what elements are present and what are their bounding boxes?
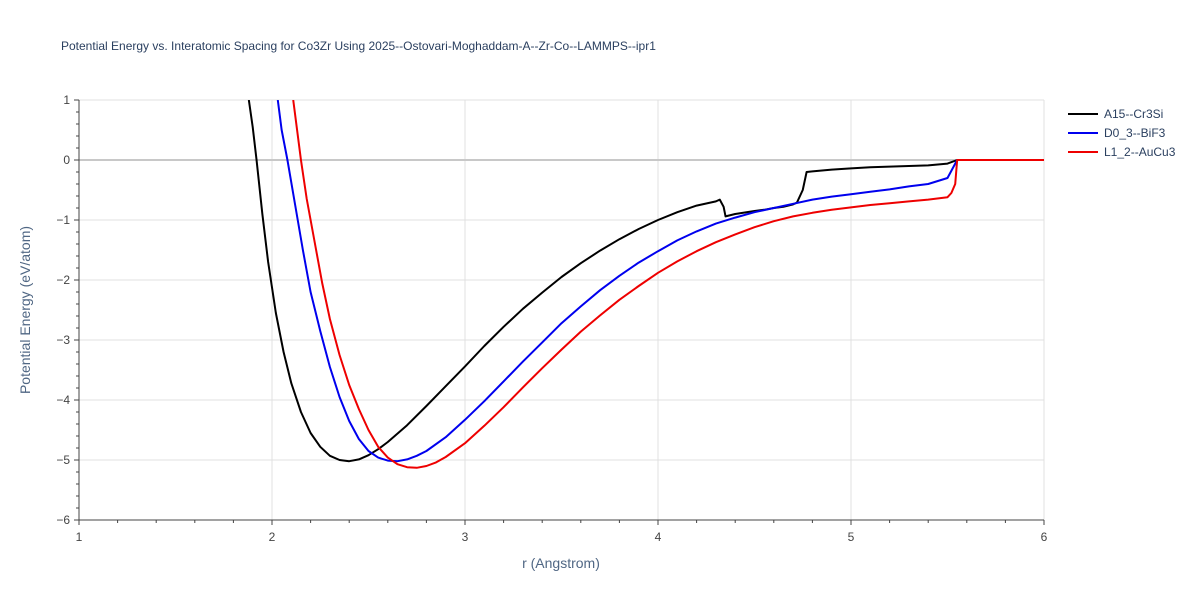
y-tick-label: −2 <box>56 273 70 287</box>
x-tick-label: 3 <box>462 530 469 544</box>
legend-item-3[interactable]: L1_2--AuCu3 <box>1068 145 1176 159</box>
legend-label: A15--Cr3Si <box>1104 107 1163 121</box>
tick-labels: 1 2 3 4 5 6 1 0 −1 −2 −3 −4 −5 −6 <box>56 93 1047 544</box>
legend-item-1[interactable]: A15--Cr3Si <box>1068 107 1163 121</box>
grid <box>79 99 1045 520</box>
y-tick-label: −4 <box>56 393 70 407</box>
legend: A15--Cr3Si D0_3--BiF3 L1_2--AuCu3 <box>1068 107 1176 159</box>
y-tick-label: −1 <box>56 213 70 227</box>
x-tick-label: 6 <box>1041 530 1048 544</box>
x-tick-label: 2 <box>269 530 276 544</box>
axes <box>74 99 1045 525</box>
x-tick-label: 4 <box>655 530 662 544</box>
legend-item-2[interactable]: D0_3--BiF3 <box>1068 126 1166 140</box>
series-layer <box>247 100 1044 469</box>
x-axis-title: r (Angstrom) <box>522 555 600 571</box>
y-tick-label: −3 <box>56 333 70 347</box>
series-line-3 <box>292 100 1044 469</box>
legend-label: D0_3--BiF3 <box>1104 126 1166 140</box>
y-tick-label: 1 <box>63 93 70 107</box>
legend-label: L1_2--AuCu3 <box>1104 145 1176 159</box>
x-tick-label: 1 <box>76 530 83 544</box>
chart-title: Potential Energy vs. Interatomic Spacing… <box>61 39 656 53</box>
y-tick-label: −5 <box>56 453 70 467</box>
series-line-1 <box>247 100 1044 463</box>
y-tick-label: 0 <box>63 153 70 167</box>
series-line-2 <box>276 100 1044 463</box>
y-axis-title: Potential Energy (eV/atom) <box>17 226 33 394</box>
x-tick-label: 5 <box>848 530 855 544</box>
y-tick-label: −6 <box>56 513 70 527</box>
